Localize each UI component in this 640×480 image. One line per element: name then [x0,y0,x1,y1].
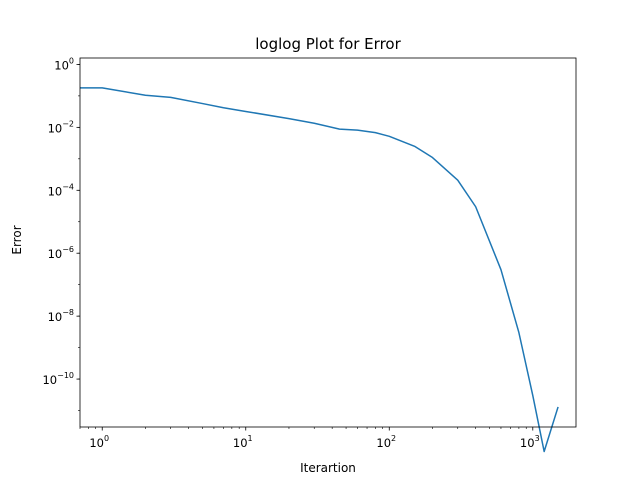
x-tick-label: 103 [520,434,540,450]
axes-frame [79,57,577,428]
y-axis-label: Error [10,225,24,254]
x-tick-label: 100 [89,434,109,450]
plot-area [79,57,577,453]
y-tick-label: 10−10 [42,371,74,387]
y-tick-label: 10−8 [48,308,74,324]
chart-title: loglog Plot for Error [255,35,401,53]
x-tick-label: 102 [376,434,396,450]
series-line [80,87,559,453]
x-axis-label: Iterartion [300,461,356,475]
x-tick-label: 101 [233,434,253,450]
y-tick-label: 10−6 [48,245,74,261]
y-tick-label: 100 [54,56,74,72]
axis-ticks: 100 101 102 103 100 10−2 10−4 10−6 10−8 10−10 [42,56,539,450]
y-tick-label: 10−4 [48,182,74,198]
y-tick-label: 10−2 [48,119,74,135]
